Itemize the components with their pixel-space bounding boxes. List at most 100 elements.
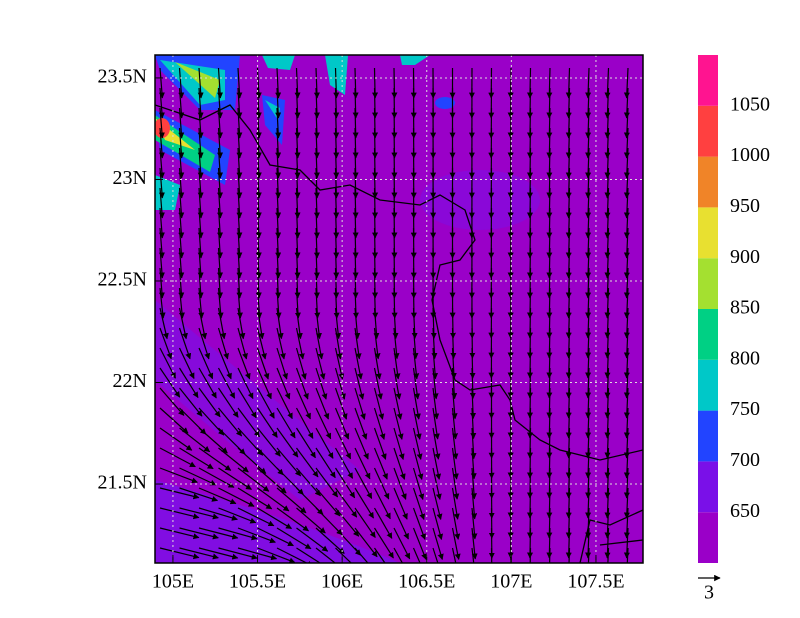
wind-arrow: [623, 67, 630, 99]
wind-arrow: [159, 387, 185, 416]
wind-arrow: [218, 407, 243, 437]
wind-arrow: [295, 427, 316, 459]
wind-arrow: [276, 427, 299, 458]
wind-arrow: [237, 447, 267, 474]
wind-arrow: [412, 507, 426, 540]
wind-arrow: [432, 407, 440, 440]
wind-arrow: [623, 427, 630, 459]
wind-arrow: [604, 227, 611, 259]
wind-arrow: [354, 527, 378, 558]
wind-arrow: [236, 287, 243, 319]
wind-arrow: [315, 487, 341, 517]
wind-arrow: [646, 108, 648, 138]
wind-arrow: [315, 407, 332, 440]
wind-arrow: [471, 487, 478, 520]
wind-arrow: [257, 407, 278, 438]
wind-arrow: [646, 548, 648, 578]
wind-arrow: [158, 247, 165, 279]
wind-arrow: [197, 167, 204, 199]
wind-arrow: [275, 287, 282, 319]
wind-arrow: [179, 547, 219, 560]
wind-arrow: [373, 307, 380, 340]
colorbar-label: 750: [730, 398, 760, 420]
wind-arrow: [198, 367, 217, 399]
wind-arrow: [294, 187, 301, 219]
wind-arrow: [585, 207, 592, 239]
wind-arrow: [275, 227, 282, 259]
wind-arrow: [198, 307, 208, 340]
wind-arrow: [585, 387, 592, 419]
wind-arrow: [393, 527, 411, 560]
wind-arrow: [257, 527, 294, 547]
wind-arrow: [276, 327, 286, 360]
wind-arrow: [450, 327, 457, 359]
wind-arrow: [295, 347, 307, 380]
wind-arrow: [585, 287, 592, 319]
colorbar-label: 650: [730, 500, 760, 522]
wind-arrow: [198, 427, 228, 454]
wind-arrow: [295, 407, 314, 439]
wind-arrow: [470, 467, 477, 500]
wind-arrow: [197, 267, 204, 299]
wind-arrow: [236, 147, 243, 179]
wind-arrow: [295, 367, 309, 400]
wind-arrow: [393, 427, 405, 460]
wind-arrow: [393, 547, 404, 563]
wind-arrow: [623, 307, 630, 339]
wind-arrow: [276, 487, 307, 514]
wind-arrow: [333, 127, 340, 159]
wind-arrow: [432, 507, 444, 541]
wind-arrow: [197, 227, 204, 259]
wind-arrow: [393, 487, 408, 520]
wind-arrow: [178, 247, 185, 279]
wind-arrow: [334, 387, 348, 420]
wind-arrow: [373, 467, 390, 500]
wind-arrow: [178, 107, 185, 139]
wind-arrow: [295, 327, 305, 360]
wind-arrow: [178, 227, 185, 259]
wind-arrow: [623, 327, 630, 359]
wind-arrow: [179, 487, 219, 502]
wind-arrow: [354, 387, 366, 420]
wind-arrow: [565, 527, 572, 559]
wind-arrow: [623, 247, 630, 279]
wind-arrow: [450, 347, 457, 380]
wind-arrow: [393, 447, 406, 480]
wind-arrow: [333, 207, 340, 239]
wind-arrow: [334, 427, 352, 460]
wind-arrow: [333, 147, 340, 179]
wind-arrow: [236, 227, 243, 259]
wind-arrow: [333, 167, 340, 199]
colorbar-label: 950: [730, 195, 760, 217]
wind-arrow: [585, 447, 592, 479]
wind-arrow: [354, 547, 369, 563]
wind-arrow: [623, 107, 630, 139]
wind-arrow: [565, 407, 572, 439]
wind-arrow: [432, 487, 443, 520]
wind-arrow: [296, 507, 326, 534]
wind-arrow: [275, 67, 282, 99]
wind-arrow: [237, 507, 275, 527]
wind-arrow: [604, 247, 611, 279]
wind-arrow: [296, 547, 322, 563]
wind-arrow: [585, 227, 592, 259]
wind-arrow: [472, 568, 476, 599]
wind-arrow: [373, 327, 381, 360]
colorbar: 650 700 750 800 850 900 950 1000 1050: [698, 55, 770, 563]
wind-arrow: [159, 287, 166, 319]
wind-arrow: [255, 207, 262, 239]
wind-arrow: [333, 247, 340, 279]
wind-arrow: [565, 307, 572, 339]
wind-arrow: [334, 467, 356, 499]
wind-arrow: [217, 167, 224, 199]
wind-arrow: [217, 127, 224, 159]
wind-arrow: [313, 87, 320, 119]
wind-arrow: [197, 187, 204, 219]
colorbar-label: 1000: [730, 144, 770, 166]
wind-arrow: [623, 127, 630, 159]
wind-arrow: [313, 187, 320, 219]
wind-arrow: [646, 68, 648, 98]
wind-arrow: [237, 387, 257, 419]
wind-arrow: [354, 367, 365, 400]
wind-arrow: [217, 327, 229, 360]
